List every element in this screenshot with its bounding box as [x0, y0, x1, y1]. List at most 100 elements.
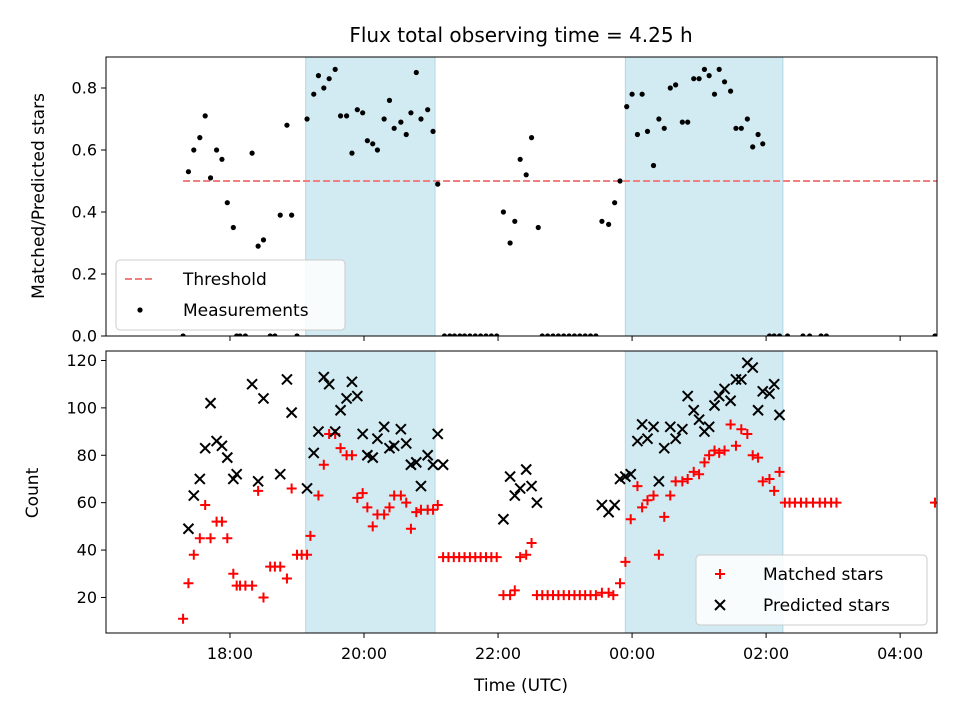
- measurements-point: [457, 333, 463, 336]
- matched-stars-point: [659, 511, 670, 522]
- measurements-point: [315, 73, 322, 79]
- predicted-stars-point: [647, 421, 660, 433]
- measurements-point: [294, 333, 300, 336]
- measurements-point: [441, 333, 448, 336]
- measurements-point: [599, 218, 605, 224]
- matched-stars-point: [648, 490, 659, 501]
- predicted-stars-point: [274, 468, 286, 480]
- bottom-y-tick-label: 60: [77, 493, 97, 512]
- bottom-y-tick-label: 120: [66, 351, 97, 370]
- top-y-axis-label: Matched/Predicted stars: [29, 93, 49, 299]
- predicted-stars-point: [509, 489, 521, 502]
- measurements-point: [696, 76, 702, 82]
- measurements-point: [771, 333, 777, 336]
- predicted-stars-point: [608, 499, 621, 511]
- measurements-point: [430, 128, 436, 134]
- measurements-point: [343, 113, 350, 119]
- predicted-stars-point: [246, 378, 258, 390]
- bottom-y-tick-label: 80: [77, 446, 97, 465]
- matched-stars-point: [395, 490, 406, 501]
- measurements-point: [634, 131, 641, 138]
- matched-stars-point: [677, 476, 688, 487]
- top-axes-frame: [105, 56, 938, 337]
- measurements-point: [332, 66, 338, 72]
- predicted-stars-point: [713, 390, 725, 402]
- measurements-point: [691, 76, 697, 82]
- matched-stars-point: [428, 504, 439, 515]
- bottom-legend-predicted-swatch: [714, 599, 726, 611]
- measurements-point: [617, 178, 623, 184]
- measurements-point: [550, 333, 556, 336]
- bottom-panel: 20 40 60 80 100 120 18:00 20:00 22:00 00:00 02:00 0…: [66, 350, 938, 663]
- measurements-point: [776, 333, 783, 336]
- measurements-point: [311, 91, 317, 97]
- measurements-point: [191, 147, 197, 153]
- matched-stars-point: [258, 592, 269, 603]
- matched-stars-point: [688, 466, 699, 477]
- matched-stars-point: [831, 497, 842, 508]
- measurements-point: [733, 125, 739, 131]
- chart-title: Flux total observing time = 4.25 h: [349, 23, 692, 47]
- measurements-point: [784, 333, 791, 336]
- matched-stars-point: [318, 459, 329, 470]
- measurements-point: [582, 333, 588, 336]
- matched-stars-point: [704, 450, 715, 461]
- matched-stars-point: [774, 466, 785, 477]
- predicted-stars-point: [346, 376, 358, 388]
- predicted-stars-point: [188, 489, 200, 502]
- predicted-stars-point: [718, 383, 731, 395]
- predicted-stars-point: [757, 385, 769, 397]
- measurements-point: [535, 224, 541, 231]
- matched-stars-point: [405, 523, 416, 534]
- measurements-point: [624, 104, 630, 110]
- measurements-point: [354, 107, 360, 113]
- top-y-tick-label: 0.6: [72, 141, 97, 160]
- matched-stars-point: [736, 424, 747, 435]
- matched-stars-point: [625, 514, 636, 525]
- measurements-point: [555, 333, 561, 336]
- x-tick-label: 22:00: [475, 644, 521, 663]
- matched-stars-point: [699, 457, 710, 468]
- predicted-stars-point: [281, 373, 293, 386]
- matched-stars-point: [335, 443, 346, 454]
- measurements-point: [272, 333, 278, 336]
- predicted-stars-point: [199, 442, 211, 454]
- top-legend-label: Threshold: [182, 270, 267, 290]
- matched-stars-point: [281, 573, 292, 584]
- matched-stars-point: [188, 549, 199, 560]
- matched-stars-point: [379, 509, 390, 520]
- matched-stars-point: [505, 590, 516, 601]
- predicted-stars-point: [194, 473, 206, 485]
- matched-stars-point: [222, 533, 233, 544]
- measurements-point: [289, 212, 295, 218]
- predicted-stars-point: [395, 423, 407, 435]
- matched-stars-point: [205, 533, 216, 544]
- matched-stars-point: [642, 495, 653, 506]
- matched-stars-point: [769, 485, 780, 496]
- predicted-stars-point: [631, 435, 644, 447]
- matched-stars-point: [247, 580, 258, 591]
- predicted-stars-point: [520, 463, 532, 476]
- predicted-stars-point: [735, 373, 748, 386]
- measurements-point: [219, 156, 225, 162]
- x-tick-label: 04:00: [877, 644, 923, 663]
- matched-stars-point: [313, 490, 324, 501]
- measurements-point: [255, 243, 261, 249]
- predicted-stars-point: [531, 496, 543, 509]
- measurements-point: [932, 333, 937, 336]
- measurements-point: [381, 116, 387, 122]
- measurements-point: [766, 333, 773, 336]
- measurements-point: [727, 88, 734, 94]
- predicted-stars-point: [763, 387, 776, 400]
- predicted-stars-point: [669, 432, 682, 445]
- measurements-point: [629, 91, 635, 97]
- measurements-point: [370, 141, 376, 147]
- predicted-stars-point: [323, 378, 335, 390]
- top-y-tick-label: 0.2: [72, 265, 97, 284]
- bottom-legend-label: Predicted stars: [763, 596, 890, 616]
- predicted-stars-point: [658, 442, 670, 454]
- measurements-point: [364, 138, 370, 144]
- measurements-point: [738, 125, 744, 131]
- matched-stars-point: [714, 447, 725, 458]
- predicted-stars-point: [636, 418, 648, 431]
